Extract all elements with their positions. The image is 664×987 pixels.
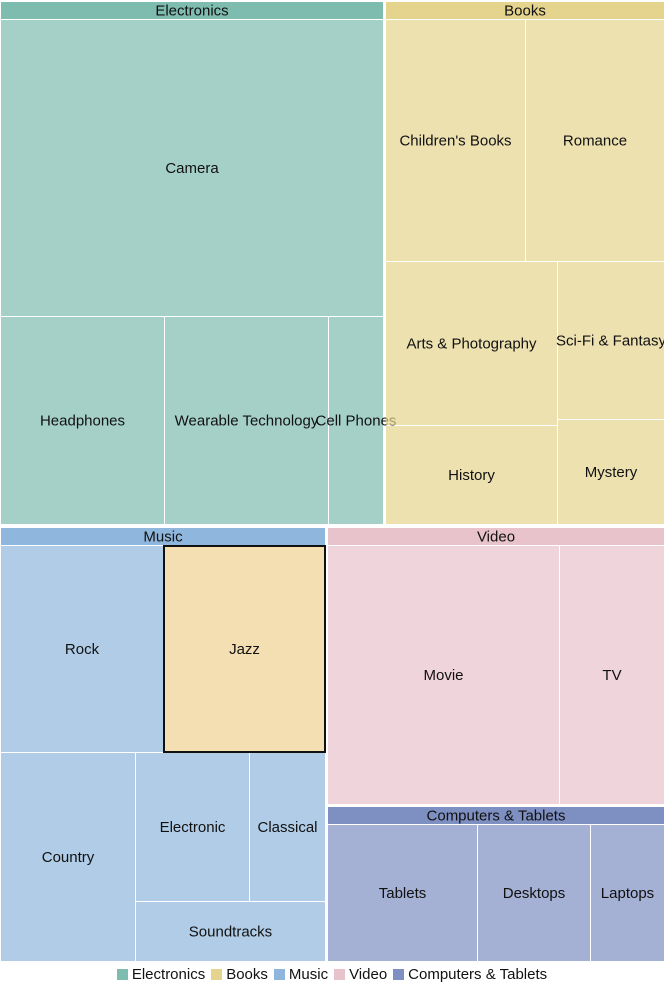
legend-swatch: [393, 969, 405, 980]
tile-movie[interactable]: [328, 546, 559, 804]
legend-label: Electronics: [131, 966, 206, 983]
tile-arts-and-photography[interactable]: [386, 262, 557, 425]
tile-rock[interactable]: [1, 546, 163, 752]
legend-swatch: [334, 969, 346, 980]
group-header-label: Computers & Tablets: [427, 808, 566, 825]
tile-romance[interactable]: [526, 20, 664, 261]
tile-label-jazz: Jazz: [229, 641, 260, 658]
tile-label-cell-phones: Cell Phones: [316, 413, 397, 430]
tile-label-country: Country: [42, 849, 95, 866]
tile-label-sci-fi-and-fantasy: Sci-Fi & Fantasy: [556, 333, 664, 350]
legend-label: Music: [288, 966, 329, 983]
tile-wearable-technology[interactable]: [165, 317, 328, 524]
tile-desktops[interactable]: [478, 825, 590, 961]
treemap-plot: Electronics Camera Headphones Wearable Tech…: [1, 2, 664, 961]
group-header-video[interactable]: [328, 528, 664, 545]
tile-label-movie: Movie: [423, 667, 463, 684]
group-electronics: Electronics Camera Headphones Wearable Tech…: [1, 2, 396, 524]
tile-label-history: History: [448, 467, 495, 484]
legend-item-computers-and-tablets[interactable]: Computers & Tablets: [393, 966, 547, 983]
group-header-books[interactable]: [386, 2, 664, 19]
tile-tv[interactable]: [560, 546, 664, 804]
tile-jazz[interactable]: [163, 545, 326, 753]
tile-label-tablets: Tablets: [379, 885, 427, 902]
legend-swatch: [211, 969, 223, 980]
group-header-electronics[interactable]: [1, 2, 383, 19]
legend-label: Computers & Tablets: [408, 966, 548, 983]
legend-item-music[interactable]: Music: [273, 966, 329, 983]
tile-label-electronic: Electronic: [160, 819, 226, 836]
tile-label-rock: Rock: [65, 641, 100, 658]
legend-swatch: [273, 969, 285, 980]
legend-swatch: [116, 969, 128, 980]
tile-camera[interactable]: [1, 20, 383, 316]
tile-label-headphones: Headphones: [40, 413, 125, 430]
legend-item-books[interactable]: Books: [211, 966, 268, 983]
group-header-label: Video: [477, 529, 515, 546]
tile-children-s-books[interactable]: [386, 20, 525, 261]
group-header-label: Music: [143, 529, 183, 546]
tile-electronic[interactable]: [136, 753, 249, 901]
group-header-label: Electronics: [155, 3, 228, 20]
legend-label: Books: [226, 966, 268, 983]
legend-item-video[interactable]: Video: [334, 966, 387, 983]
tile-label-soundtracks: Soundtracks: [189, 924, 272, 941]
group-music: Music Rock Jazz Country Electronic Classical S…: [1, 528, 326, 961]
group-header-label: Books: [504, 3, 546, 20]
tile-tablets[interactable]: [328, 825, 477, 961]
tile-soundtracks[interactable]: [136, 902, 325, 961]
tile-cell-phones[interactable]: [329, 317, 383, 524]
tile-label-laptops: Laptops: [601, 885, 654, 902]
legend-item-electronics[interactable]: Electronics: [116, 966, 206, 983]
group-video: Video Movie TV: [328, 528, 664, 804]
tile-mystery[interactable]: [558, 420, 664, 524]
group-computers-and-tablets: Computers & Tablets Tablets Desktops Laptop…: [328, 807, 664, 961]
tile-country[interactable]: [1, 753, 135, 961]
tile-laptops[interactable]: [591, 825, 664, 961]
tile-sci-fi-and-fantasy[interactable]: [558, 262, 664, 419]
group-header-music[interactable]: [1, 528, 325, 545]
legend-label: Video: [349, 966, 388, 983]
tile-label-wearable-technology: Wearable Technology: [175, 413, 319, 430]
legend: Electronics Books Music Video Computers & Ta…: [0, 962, 664, 987]
tile-label-desktops: Desktops: [503, 885, 566, 902]
group-books: Books Children's Books Romance Arts & Photo…: [386, 2, 664, 524]
tile-label-mystery: Mystery: [585, 464, 638, 481]
tile-headphones[interactable]: [1, 317, 164, 524]
tile-label-tv: TV: [602, 667, 621, 684]
group-header-computers-and-tablets[interactable]: [328, 807, 664, 824]
tile-classical[interactable]: [250, 753, 325, 901]
tile-label-arts-and-photography: Arts & Photography: [406, 336, 537, 353]
tile-history[interactable]: [386, 426, 557, 524]
tile-label-children-s-books: Children's Books: [399, 133, 511, 150]
tile-label-classical: Classical: [257, 819, 317, 836]
tile-label-camera: Camera: [165, 160, 219, 177]
tile-label-romance: Romance: [563, 133, 627, 150]
